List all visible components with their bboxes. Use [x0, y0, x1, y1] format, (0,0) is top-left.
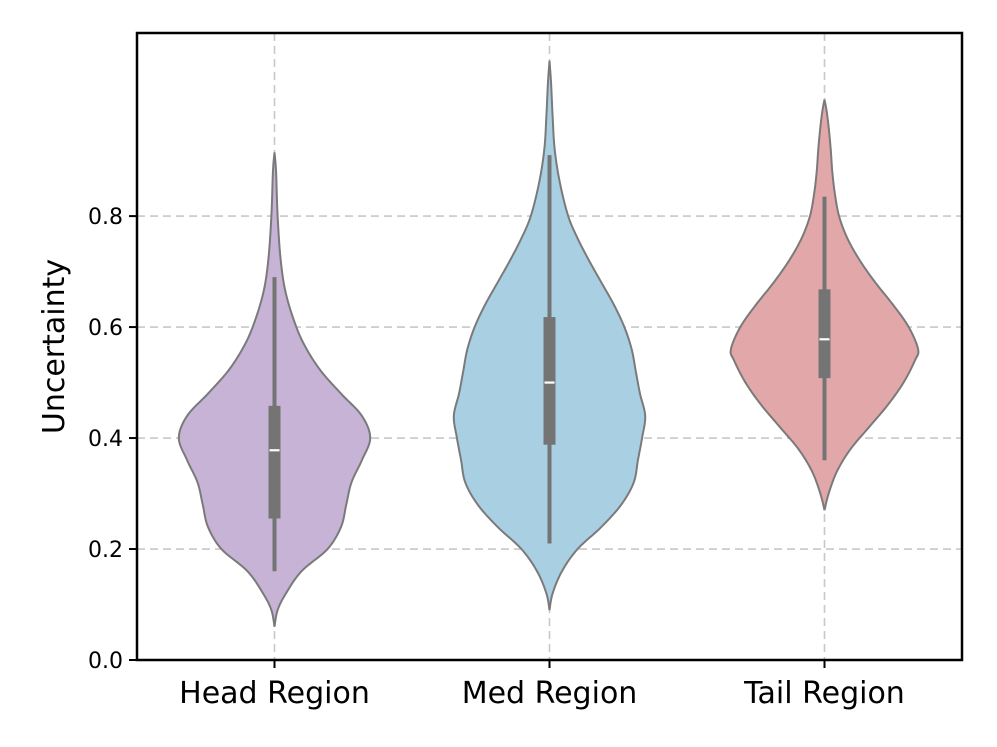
y-axis-title: Uncertainty	[37, 259, 72, 434]
iqr-box	[543, 317, 556, 445]
y-axis: 0.0 0.2 0.4 0.6 0.8	[88, 205, 137, 674]
x-category-label: Tail Region	[743, 676, 905, 711]
y-tick-label: 0.6	[88, 316, 123, 341]
y-tick-label: 0.4	[88, 427, 123, 452]
iqr-box	[818, 289, 831, 379]
x-axis: Head Region Med Region Tail Region	[179, 660, 905, 711]
x-category-label: Med Region	[462, 676, 638, 711]
y-tick-label: 0.2	[88, 538, 123, 563]
y-tick-label: 0.8	[88, 205, 123, 230]
x-category-label: Head Region	[179, 676, 370, 711]
y-tick-label: 0.0	[88, 649, 123, 674]
iqr-box	[268, 405, 281, 519]
box-plots	[268, 155, 831, 572]
